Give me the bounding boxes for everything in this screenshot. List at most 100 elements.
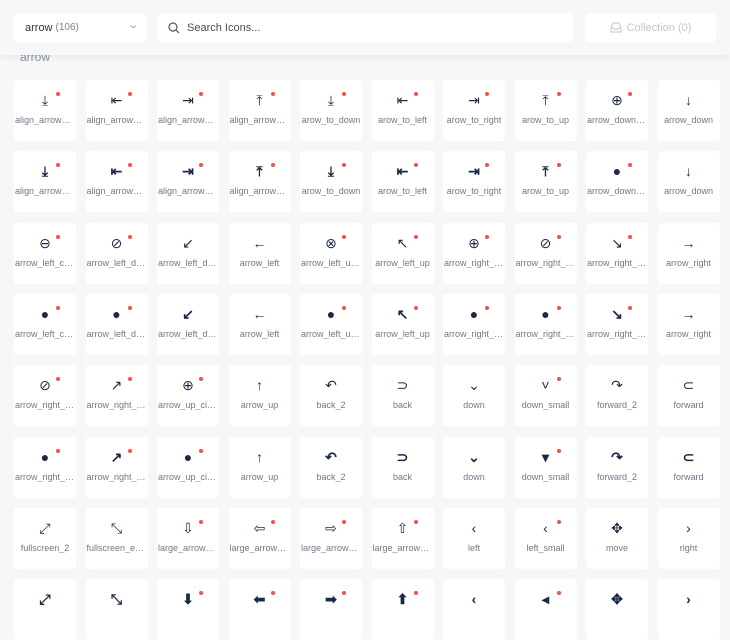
icon-card[interactable]: ↖ arrow_left_up [371, 293, 434, 355]
icon-card[interactable]: ⊘ arrow_left_do... [85, 222, 148, 284]
icon-card[interactable]: ‹ left_small [514, 507, 577, 569]
icon-card[interactable]: ⤒ arow_to_up [514, 151, 577, 213]
icon-card[interactable]: ⊕ arrow_right_ci... [443, 222, 505, 284]
arrow-icon: ⇥ [468, 163, 480, 180]
icon-card[interactable]: ↷ forward_2 [586, 436, 648, 498]
icon-card[interactable]: → arrow_right [657, 293, 720, 355]
icon-card[interactable]: ↓ arrow_down [657, 80, 720, 141]
icon-label: arrow_up [240, 400, 279, 411]
icon-card[interactable]: ✥ move [586, 507, 648, 569]
icon-card[interactable]: ● arrow_down_c... [586, 151, 648, 213]
icon-card[interactable]: ⤓ align_arrow_d... [14, 151, 76, 213]
icon-card[interactable]: ↶ back_2 [300, 365, 362, 427]
icon-card[interactable]: ● arrow_left_do... [85, 293, 148, 355]
icon-card[interactable]: ⤢ fullscreen_2 [14, 507, 76, 569]
icon-label: down [463, 471, 485, 482]
new-badge-dot [56, 448, 60, 453]
icon-label: back_2 [316, 471, 346, 482]
icon-card[interactable]: ⊂ forward [657, 365, 720, 427]
icon-card[interactable]: ▾ down_small [514, 436, 577, 498]
search-box[interactable] [158, 13, 573, 42]
new-badge-dot [199, 591, 203, 596]
icon-card[interactable]: → arrow_right [657, 222, 720, 284]
collection-button[interactable]: Collection (0) [585, 13, 716, 42]
icon-card[interactable]: ˅ down_small [514, 365, 577, 427]
icon-card[interactable]: ⇤ align_arrow_left [85, 151, 148, 213]
new-badge-dot [199, 448, 203, 453]
icon-card[interactable]: ⌄ down [443, 365, 505, 427]
category-select[interactable]: arrow (106) ⌄ [14, 13, 146, 42]
icon-label: align_arrow_left [86, 115, 148, 125]
icon-card[interactable]: ⊗ arrow_left_up... [300, 222, 362, 284]
icon-card[interactable]: ⌄ down [443, 436, 505, 498]
icon-label: arrow_left_circle [15, 328, 76, 339]
arrow-icon: ⊕ [468, 234, 480, 251]
icon-card[interactable]: ⤒ align_arrow_up [228, 151, 291, 213]
new-badge-dot [413, 519, 418, 524]
icon-card[interactable]: ⤓ arow_to_down [300, 151, 362, 213]
icon-card[interactable]: ↷ forward_2 [586, 365, 648, 427]
icon-card[interactable]: ↑ arrow_up [228, 436, 291, 498]
icon-card[interactable]: ⇦ large_arrow_left [228, 507, 291, 569]
icon-card[interactable]: ● arrow_up_circle [157, 436, 219, 498]
icon-card[interactable]: ⇥ arow_to_right [443, 151, 505, 213]
icon-label: arrow_right_u... [15, 400, 76, 411]
icon-card[interactable]: ● arrow_left_circle [14, 293, 76, 355]
arrow-icon: ↘ [611, 305, 623, 322]
icon-card[interactable]: ↘ arrow_right_d... [586, 222, 648, 284]
icon-card[interactable]: ↙ arrow_left_do... [157, 222, 219, 284]
icon-card[interactable]: ↖ arrow_left_up [371, 222, 434, 284]
icon-card[interactable]: ⇤ align_arrow_left [85, 80, 148, 141]
icon-card[interactable]: ⇥ arow_to_right [443, 80, 505, 141]
icon-card[interactable]: ↙ arrow_left_do... [157, 293, 219, 355]
icon-card[interactable]: ‹ left [443, 507, 505, 569]
icon-card[interactable]: ⊖ arrow_left_circle [14, 222, 76, 284]
icon-card[interactable]: ⇩ large_arrow_d... [157, 507, 219, 569]
icon-label: align_arrow_up [229, 115, 291, 125]
icon-label: arrow_right_d... [515, 328, 577, 339]
icon-card[interactable]: ⇤ arow_to_left [371, 80, 434, 141]
icon-card[interactable]: ● arrow_right_d... [514, 293, 577, 355]
arrow-icon: ← [252, 305, 267, 322]
icon-card[interactable]: ⊘ arrow_right_u... [14, 365, 76, 427]
icon-card[interactable]: ↗ arrow_right_up [85, 436, 148, 498]
icon-label: arrow_left_up... [301, 257, 362, 268]
icon-card[interactable]: ↗ arrow_right_up [85, 365, 148, 427]
icon-card[interactable]: ← arrow_left [228, 222, 291, 284]
icon-card[interactable]: ⇨ large_arrow_ri... [300, 507, 362, 569]
icon-card[interactable]: ⊃ back [371, 365, 434, 427]
icon-card[interactable]: ● arrow_right_ci... [443, 293, 505, 355]
icon-card[interactable]: ↑ arrow_up [228, 365, 291, 427]
icon-label: back [392, 471, 412, 482]
arrow-icon: ● [326, 305, 336, 322]
icon-card[interactable]: ⇥ align_arrow_ri... [157, 80, 219, 141]
icon-card[interactable]: ↓ arrow_down [657, 151, 720, 213]
icon-card[interactable]: ⤒ align_arrow_up [228, 80, 291, 141]
icon-card[interactable]: ⊘ arrow_right_d... [514, 222, 577, 284]
search-icon [168, 21, 180, 33]
icon-card[interactable]: ⊃ back [371, 436, 434, 498]
icon-label: left [467, 542, 480, 553]
search-input[interactable] [185, 20, 549, 35]
icon-label: large_arrow_d... [158, 542, 219, 553]
icon-card[interactable]: ● arrow_right_u... [14, 436, 76, 498]
icon-card[interactable]: ⤓ align_arrow_d... [14, 80, 76, 141]
icon-card[interactable]: ⇤ arow_to_left [371, 151, 434, 213]
icon-card[interactable]: ⇧ large_arrow_up [371, 507, 434, 569]
icon-card[interactable]: › right [657, 507, 720, 569]
icon-card[interactable]: ⇥ align_arrow_ri... [157, 151, 219, 213]
icon-card[interactable]: ⤡ fullscreen_exit... [85, 507, 148, 569]
icon-card[interactable]: ↘ arrow_right_d... [586, 293, 648, 355]
arrow-icon: ⊘ [539, 234, 552, 251]
icon-card[interactable]: ● arrow_left_up... [300, 293, 362, 355]
icon-card[interactable]: ⊕ arrow_down_c... [586, 80, 648, 141]
icon-card[interactable]: ← arrow_left [228, 293, 291, 355]
icon-card[interactable]: ⊕ arrow_up_circle [157, 365, 219, 427]
arrow-icon: ◂ [541, 591, 550, 608]
icon-card[interactable]: ↶ back_2 [300, 436, 362, 498]
icon-card[interactable]: ⊂ forward [657, 436, 720, 498]
arrow-icon: ⤢ [39, 519, 51, 536]
icon-card[interactable]: ⤓ arow_to_down [300, 80, 362, 141]
new-badge-dot [556, 92, 561, 96]
icon-card[interactable]: ⤒ arow_to_up [514, 80, 577, 141]
